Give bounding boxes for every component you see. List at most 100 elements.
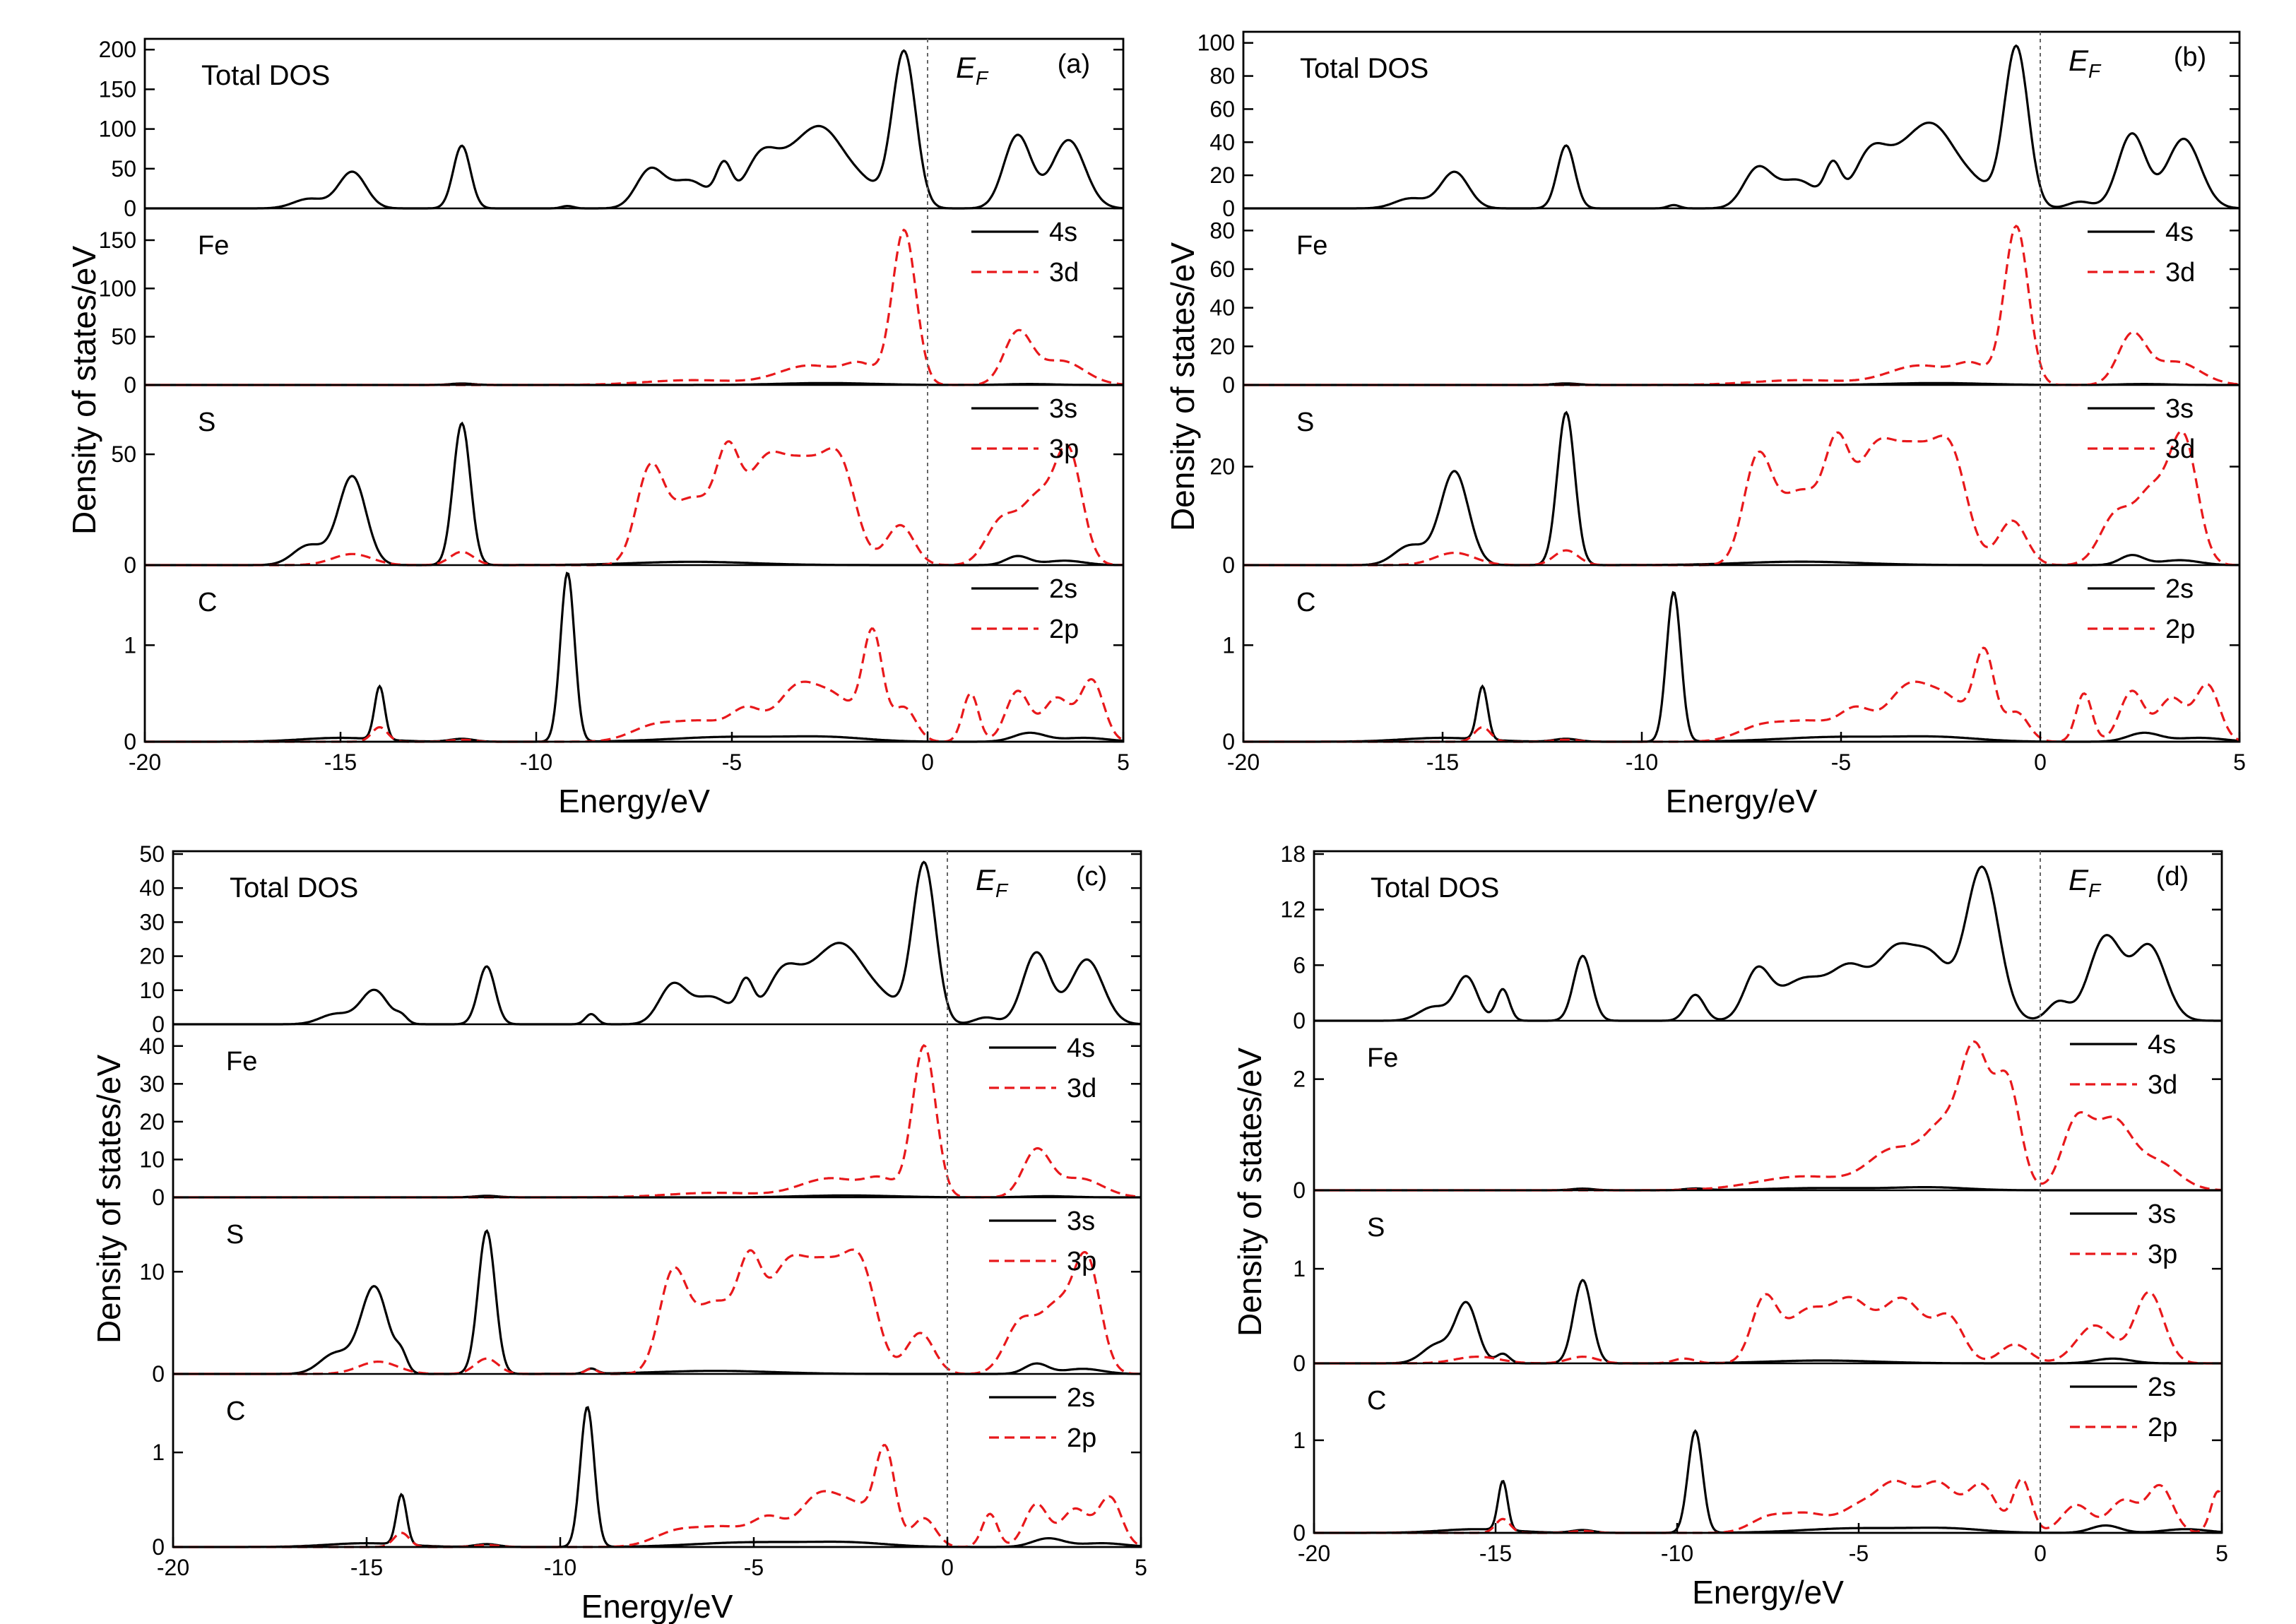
series-3s-line [1314,1279,2222,1365]
legend-label: 3d [2148,1070,2177,1100]
legend-label: 2p [2148,1413,2177,1442]
legend-label: 2s [1067,1383,1095,1413]
y-tick-label: 50 [111,324,136,350]
y-tick-label: 0 [152,1361,165,1387]
x-axis-title: Energy/eV [1692,1574,1844,1611]
x-tick-label: -20 [129,749,161,775]
legend-label: 2s [2148,1373,2176,1402]
y-axis-title: Density of states/eV [90,1055,127,1344]
subplot-label: Fe [1367,1043,1398,1073]
y-tick-label: 0 [1293,1008,1306,1033]
panel-label: (c) [1076,862,1107,891]
x-tick-label: -10 [544,1555,576,1580]
legend-label: 3s [1049,394,1077,424]
y-tick-label: 10 [139,1146,165,1172]
y-tick-label: 100 [99,275,136,301]
x-tick-label: 5 [1117,749,1130,775]
subplot-s: 0 50 S 3s 3p [111,394,1123,578]
series-2s-line [173,1406,1142,1548]
legend-label: 2p [1049,615,1079,644]
fermi-label: EF [2069,863,2102,901]
y-tick-label: 50 [139,841,165,867]
x-axis-title: Energy/eV [558,783,710,819]
subplot-label: S [198,408,215,437]
y-tick-label: 150 [99,227,136,253]
subplot-total-dos: 0 50 100 150 200 Total DOS [99,37,1124,221]
x-tick-label: 5 [1135,1555,1147,1580]
series-2p-line [1243,646,2240,743]
y-tick-label: 30 [139,909,165,935]
series-3s-line [145,421,1123,567]
series-3s-line [1243,410,2239,567]
legend-label: 4s [1067,1033,1095,1063]
y-tick-label: 200 [99,37,136,62]
x-tick-label: 0 [941,1555,954,1580]
y-tick-label: 0 [1222,196,1235,221]
series-total-dos-line [1314,865,2222,1022]
x-axis-title: Energy/eV [1666,783,1818,819]
fermi-label: EF [976,863,1009,901]
series-3s-line [173,1229,1141,1375]
subplot-label: Total DOS [201,60,330,91]
legend-label: 3p [2148,1240,2177,1269]
legend-label: 2s [1049,574,1077,604]
y-tick-label: 40 [1209,295,1235,321]
y-tick-label: 0 [152,1185,165,1210]
y-tick-label: 1 [1293,1256,1306,1281]
y-tick-label: 1 [1293,1428,1306,1453]
y-tick-label: 0 [1222,372,1235,398]
legend-label: 3p [1049,434,1079,464]
x-tick-label: 0 [921,749,934,775]
legend-label: 4s [2165,218,2194,247]
fermi-label: EF [956,51,989,89]
y-tick-label: 60 [1209,96,1235,121]
subplot-label: C [226,1397,245,1426]
series-3d-line [1243,225,2240,386]
legend-label: 3d [2165,258,2195,288]
y-tick-label: 1 [152,1440,165,1465]
y-tick-label: 100 [1197,30,1235,56]
y-axis-title: Density of states/eV [66,246,102,535]
x-tick-label: 0 [2034,1541,2047,1566]
y-tick-label: 40 [1209,129,1235,155]
subplot-label: C [198,588,217,617]
subplot-label: S [1296,408,1314,437]
subplot-fe: 0 20 40 60 80 Fe 4s 3d [1209,218,2240,398]
subplot-label: C [1296,588,1315,617]
y-axis-title: Density of states/eV [1231,1048,1268,1336]
legend-label: 3d [2165,434,2195,464]
y-tick-label: 50 [111,441,136,467]
x-tick-label: -5 [1849,1541,1869,1566]
y-tick-label: 20 [139,1109,165,1134]
y-tick-label: 40 [139,875,165,901]
subplot-total-dos: 0 20 40 60 80 100 Total DOS [1197,30,2240,221]
legend-label: 2p [1067,1423,1096,1453]
y-tick-label: 1 [1222,632,1235,658]
y-tick-label: 0 [152,1012,165,1037]
x-tick-label: -20 [1298,1541,1330,1566]
y-tick-label: 100 [99,117,136,142]
x-tick-label: -15 [324,749,357,775]
y-tick-label: 12 [1280,897,1306,923]
legend-label: 3s [1067,1207,1095,1236]
x-tick-label: 5 [2215,1541,2228,1566]
subplot-label: Total DOS [1300,53,1428,84]
legend-label: 4s [2148,1030,2176,1060]
series-2p-line [1314,1477,2223,1534]
series-2p-line [173,1444,1142,1548]
x-tick-label: -15 [1479,1541,1512,1566]
subplot-fe: 0 2 Fe 4s 3d [1293,1030,2223,1203]
y-tick-label: 0 [1222,729,1235,754]
y-tick-label: 80 [1209,218,1235,243]
y-tick-label: 20 [139,944,165,969]
legend-label: 3p [1067,1247,1096,1276]
legend-label: 4s [1049,218,1077,247]
subplot-label: S [226,1220,244,1250]
subplot-label: Total DOS [1371,872,1499,903]
series-total-dos-line [173,860,1142,1026]
series-2s-line [1243,591,2240,743]
